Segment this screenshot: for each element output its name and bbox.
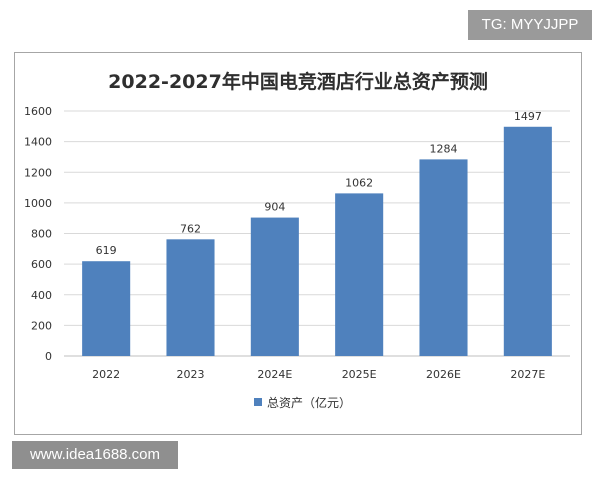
legend-swatch xyxy=(254,398,262,406)
y-tick-label: 600 xyxy=(31,258,52,271)
bar xyxy=(166,239,215,356)
data-label: 904 xyxy=(264,201,285,214)
bar xyxy=(250,217,299,356)
y-axis-ticks: 0 200 400 600 800 1000 1200 1400 1600 xyxy=(24,105,52,363)
data-label: 619 xyxy=(96,244,117,257)
x-tick-label: 2025E xyxy=(342,368,377,381)
chart-title: 2022-2027年中国电竞酒店行业总资产预测 xyxy=(108,71,488,93)
bar xyxy=(419,159,468,356)
data-label: 762 xyxy=(180,222,201,235)
y-tick-label: 1600 xyxy=(24,105,52,118)
legend: 总资产（亿元） xyxy=(254,395,351,410)
y-tick-label: 1000 xyxy=(24,197,52,210)
watermark-bottom: www.idea1688.com xyxy=(12,441,178,469)
x-tick-label: 2023 xyxy=(177,368,205,381)
x-tick-label: 2027E xyxy=(510,368,545,381)
x-tick-label: 2026E xyxy=(426,368,461,381)
bar xyxy=(503,126,552,356)
y-tick-label: 800 xyxy=(31,228,52,241)
data-label: 1497 xyxy=(514,110,542,123)
watermark-top: TG: MYYJJPP xyxy=(468,10,592,40)
y-tick-label: 0 xyxy=(45,350,52,363)
y-tick-label: 1400 xyxy=(24,136,52,149)
bars: 619 762 904 1062 1284 1497 xyxy=(82,110,552,356)
y-tick-label: 1200 xyxy=(24,166,52,179)
y-tick-label: 200 xyxy=(31,319,52,332)
y-tick-label: 400 xyxy=(31,289,52,302)
data-label: 1284 xyxy=(430,142,458,155)
bar xyxy=(82,261,131,356)
bar xyxy=(335,193,384,356)
legend-label: 总资产（亿元） xyxy=(267,395,351,410)
x-tick-label: 2024E xyxy=(257,368,292,381)
x-axis-ticks: 2022 2023 2024E 2025E 2026E 2027E xyxy=(92,368,545,381)
x-tick-label: 2022 xyxy=(92,368,120,381)
data-label: 1062 xyxy=(345,176,373,189)
gridlines xyxy=(64,110,570,357)
